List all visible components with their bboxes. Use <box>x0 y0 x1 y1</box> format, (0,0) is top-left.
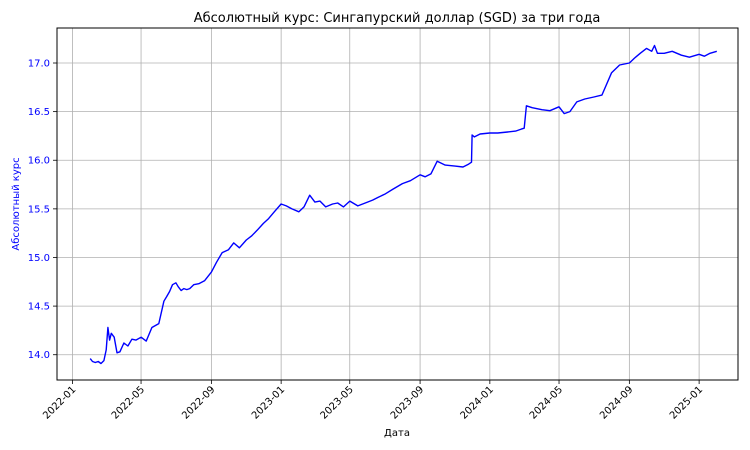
axis-ticks: 2022-01 2022-05 2022-09 2023-01 2023-05 2023-… <box>28 59 706 422</box>
x-tick-label: 2024-05 <box>528 384 565 421</box>
x-tick-label: 2024-01 <box>459 384 496 421</box>
series-group <box>89 44 717 365</box>
x-tick-label: 2023-05 <box>319 384 356 421</box>
y-tick-label: 14.0 <box>28 350 50 361</box>
y-tick-label: 16.0 <box>28 156 50 167</box>
y-tick-label: 15.5 <box>28 204 50 215</box>
y-axis-label: Абсолютный курс <box>11 157 22 250</box>
x-tick-label: 2023-09 <box>389 384 426 421</box>
x-tick-label: 2023-01 <box>250 384 287 421</box>
x-tick-label: 2024-09 <box>598 384 635 421</box>
y-tick-label: 15.0 <box>28 253 50 264</box>
series-line <box>89 44 717 365</box>
x-axis-label: Дата <box>384 428 410 439</box>
x-tick-label: 2022-09 <box>180 384 217 421</box>
x-tick-label: 2025-01 <box>668 384 705 421</box>
y-tick-label: 14.5 <box>28 302 50 313</box>
x-tick-label: 2022-01 <box>41 384 78 421</box>
chart-title: Абсолютный курс: Сингапурский доллар (SG… <box>194 11 601 26</box>
y-tick-label: 16.5 <box>28 107 50 118</box>
x-tick-label: 2022-05 <box>110 384 147 421</box>
plot-frame <box>56 27 739 381</box>
grid-lines <box>57 28 738 380</box>
y-tick-label: 17.0 <box>28 59 50 70</box>
